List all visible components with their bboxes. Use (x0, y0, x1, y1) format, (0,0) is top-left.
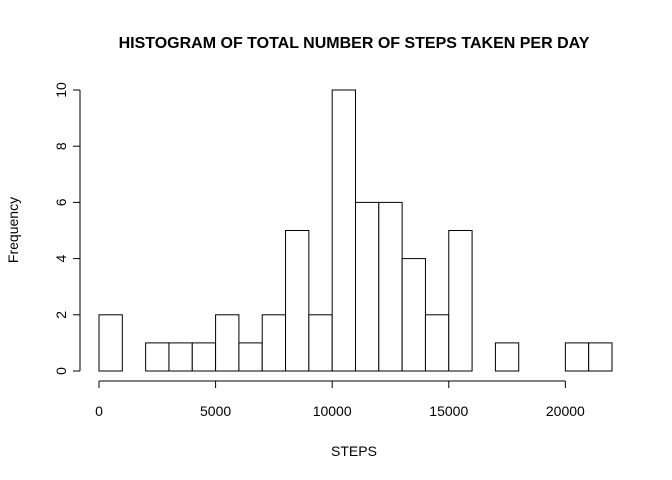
y-tick-label-4: 8 (53, 142, 69, 150)
histogram-bar-5 (215, 314, 240, 372)
histogram-bar-20 (564, 342, 590, 372)
y-tick-label-5: 10 (53, 82, 69, 98)
histogram-bar-10 (331, 89, 357, 372)
y-tick-label-2: 4 (53, 254, 69, 262)
histogram-bar-8 (285, 230, 310, 372)
x-tick-label-2: 10000 (313, 403, 352, 419)
y-axis: 0 2 4 6 8 10 (53, 82, 81, 375)
histogram-bar-0 (98, 314, 123, 372)
y-tick-label-0: 0 (53, 367, 69, 375)
histogram-bar-13 (401, 258, 426, 372)
y-axis-label: Frequency (5, 197, 21, 263)
x-tick-label-0: 0 (95, 403, 103, 419)
histogram-bar-12 (378, 201, 403, 372)
bars-group (98, 89, 613, 372)
y-tick-label-3: 6 (53, 198, 69, 206)
histogram-bar-7 (261, 314, 287, 372)
histogram-bar-4 (191, 342, 217, 372)
histogram-bar-2 (145, 342, 170, 372)
x-axis: 0 5000 10000 15000 20000 (95, 380, 585, 419)
histogram-bar-6 (238, 342, 263, 372)
histogram-bar-11 (355, 201, 380, 372)
chart-title: HISTOGRAM OF TOTAL NUMBER OF STEPS TAKEN… (119, 35, 590, 52)
x-axis-label: STEPS (331, 443, 377, 459)
x-tick-label-3: 15000 (429, 403, 468, 419)
histogram-bar-21 (588, 342, 613, 372)
histogram-bar-3 (168, 342, 193, 372)
histogram-bar-14 (424, 314, 450, 372)
y-tick-label-1: 2 (53, 311, 69, 319)
histogram-bar-17 (494, 342, 520, 372)
histogram-bar-9 (308, 314, 333, 372)
x-tick-label-4: 20000 (546, 403, 585, 419)
histogram-bar-15 (448, 230, 473, 372)
x-tick-label-1: 5000 (200, 403, 231, 419)
